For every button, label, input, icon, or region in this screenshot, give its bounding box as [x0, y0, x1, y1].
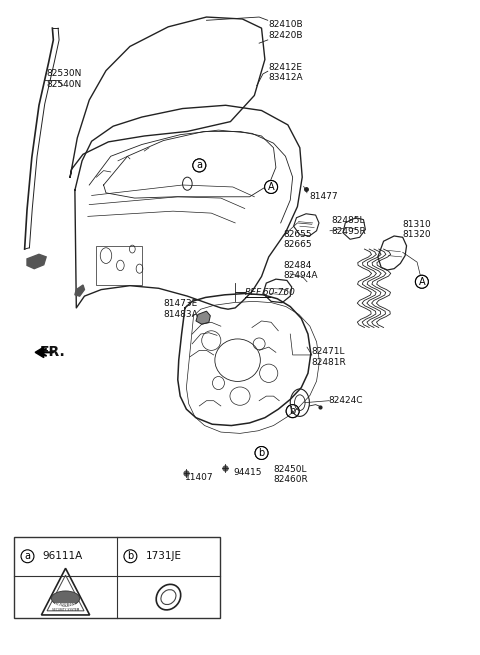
Text: 96111A: 96111A: [43, 552, 83, 561]
Text: A: A: [268, 182, 275, 192]
Text: 94415: 94415: [234, 468, 262, 477]
Text: FR.: FR.: [40, 345, 66, 360]
Text: SECURITY SYSTEM: SECURITY SYSTEM: [52, 608, 79, 612]
Text: 82485L
82495R: 82485L 82495R: [331, 217, 366, 236]
Text: 82471L
82481R: 82471L 82481R: [312, 347, 347, 367]
Text: b: b: [289, 406, 296, 416]
Text: b: b: [289, 406, 296, 416]
Text: A: A: [268, 182, 275, 192]
Text: a: a: [24, 552, 31, 561]
Text: A: A: [419, 277, 425, 287]
Text: 82450L
82460R: 82450L 82460R: [274, 465, 308, 484]
Polygon shape: [75, 285, 84, 296]
Bar: [14, 536, 220, 618]
Text: 82530N
82540N: 82530N 82540N: [46, 69, 82, 89]
Text: 81477: 81477: [310, 193, 338, 201]
Text: 82412E
83412A: 82412E 83412A: [269, 63, 303, 83]
Bar: [96, 246, 142, 285]
Text: 82424C: 82424C: [328, 396, 363, 405]
Text: 82484
82494A: 82484 82494A: [283, 261, 318, 280]
Text: REF.60-760: REF.60-760: [245, 288, 296, 297]
Text: b: b: [258, 448, 264, 458]
Text: 11407: 11407: [185, 474, 214, 482]
Text: A: A: [419, 277, 425, 287]
Text: b: b: [127, 552, 133, 561]
Text: 81473E
81483A: 81473E 81483A: [163, 299, 198, 319]
Text: 1731JE: 1731JE: [146, 552, 182, 561]
Text: 82410B
82420B: 82410B 82420B: [269, 20, 303, 40]
Text: b: b: [258, 448, 264, 458]
Ellipse shape: [51, 591, 80, 606]
Text: a: a: [196, 160, 202, 170]
Text: 82655
82665: 82655 82665: [283, 229, 312, 249]
Text: WARNING: WARNING: [55, 603, 76, 607]
Text: 81310
81320: 81310 81320: [403, 220, 432, 239]
Polygon shape: [27, 254, 46, 269]
Polygon shape: [35, 347, 44, 358]
Polygon shape: [196, 311, 210, 324]
Text: a: a: [196, 160, 202, 170]
